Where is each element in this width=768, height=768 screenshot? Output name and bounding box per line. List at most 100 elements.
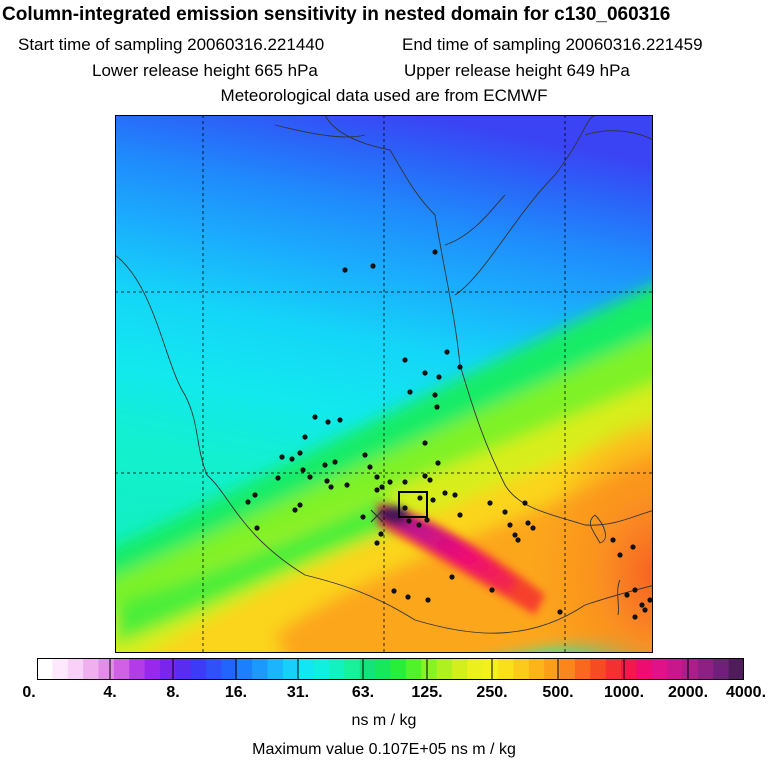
station-dot <box>425 597 431 603</box>
colorbar-tick-label: 63. <box>351 684 375 701</box>
station-dot <box>432 392 438 398</box>
release-box <box>398 491 428 518</box>
met-data-label: Meteorological data used are from ECMWF <box>220 86 548 105</box>
station-dot <box>417 495 423 501</box>
station-dot <box>252 492 258 498</box>
station-dot <box>245 499 251 505</box>
station-dot <box>297 450 303 456</box>
station-dot <box>507 522 513 528</box>
station-dot <box>449 574 455 580</box>
colorbar-tick-label: 31. <box>286 684 310 701</box>
colorbar-cell <box>206 658 223 680</box>
colorbar-cell <box>375 658 392 680</box>
station-dot <box>300 467 306 473</box>
station-dot <box>324 478 330 484</box>
colorbar-cell <box>113 658 130 680</box>
colorbar-cell <box>605 658 622 680</box>
colorbar-tick-label: 125. <box>411 684 443 701</box>
station-dot <box>406 518 412 524</box>
station-dot <box>502 509 508 515</box>
station-dot <box>379 484 385 490</box>
colorbar-cell <box>329 658 345 680</box>
station-dot <box>254 525 260 531</box>
colorbar-cell <box>682 658 699 680</box>
station-dot <box>312 414 318 420</box>
colorbar-cell <box>528 658 545 680</box>
station-dot <box>647 597 653 603</box>
station-dot <box>374 487 380 493</box>
station-dot <box>427 477 433 483</box>
station-dot <box>402 357 408 363</box>
station-dot <box>402 505 408 511</box>
colorbar-tick-label: 2000. <box>667 684 709 701</box>
station-dot <box>434 404 440 410</box>
colorbar-cell <box>513 658 530 680</box>
station-dot <box>522 500 528 506</box>
colorbar-cell <box>236 658 253 680</box>
station-dot <box>275 475 281 481</box>
station-dot <box>342 267 348 273</box>
colorbar-cell <box>728 658 744 680</box>
colorbar-units: ns m / kg <box>351 712 417 729</box>
colorbar-cell <box>252 658 269 680</box>
station-dot <box>374 540 380 546</box>
colorbar-cell <box>359 658 376 680</box>
station-dot <box>489 587 495 593</box>
station-dot <box>557 609 563 615</box>
station-dot <box>325 419 331 425</box>
station-dot <box>639 602 645 608</box>
station-dot <box>530 525 536 531</box>
colorbar-cell <box>313 658 330 680</box>
station-dot <box>344 482 350 488</box>
station-dot <box>512 532 518 538</box>
maximum-value-label: Maximum value 0.107E+05 ns m / kg <box>252 741 516 758</box>
station-dot <box>624 592 630 598</box>
station-dot <box>292 507 298 513</box>
colorbar-cell <box>390 658 407 680</box>
station-dot <box>374 474 380 480</box>
station-dot <box>302 434 308 440</box>
station-dot <box>332 459 338 465</box>
colorbar-cell <box>405 658 422 680</box>
lower-release-label: Lower release height 665 hPa <box>92 61 318 80</box>
colorbar-cell <box>98 658 115 680</box>
colorbar-cell <box>498 658 515 680</box>
colorbar-cell <box>144 658 161 680</box>
station-dot <box>328 484 334 490</box>
end-time-label: End time of sampling 20060316.221459 <box>402 35 703 54</box>
station-dot <box>487 500 493 506</box>
start-time-label: Start time of sampling 20060316.221440 <box>18 35 325 54</box>
sensitivity-map <box>115 115 653 653</box>
station-dot <box>432 249 438 255</box>
station-dot <box>642 607 648 613</box>
colorbar-cell <box>83 658 100 680</box>
colorbar-cell <box>697 658 714 680</box>
colorbar-cell <box>221 658 238 680</box>
station-dot <box>422 440 428 446</box>
station-dot <box>322 462 328 468</box>
station-dot <box>307 474 313 480</box>
station-dot <box>630 544 636 550</box>
colorbar-tick-label: 4. <box>103 684 117 701</box>
colorbar-cell <box>559 658 576 680</box>
station-dot <box>525 520 531 526</box>
colorbar-cell <box>621 658 638 680</box>
colorbar-cell <box>37 658 53 680</box>
colorbar-cell <box>159 658 176 680</box>
colorbar-cell <box>344 658 361 680</box>
colorbar-cell <box>298 658 315 680</box>
colorbar-tick-label: 8. <box>166 684 180 701</box>
colorbar-tick-label: 500. <box>542 684 574 701</box>
station-dot <box>387 479 393 485</box>
colorbar-cell <box>574 658 591 680</box>
station-dot <box>416 522 422 528</box>
colorbar-cell <box>67 658 84 680</box>
colorbar-tick-label: 1000. <box>603 684 645 701</box>
station-dot <box>435 460 441 466</box>
station-dot <box>337 417 343 423</box>
colorbar-cell <box>467 658 484 680</box>
colorbar-cell <box>482 658 499 680</box>
colorbar-cell <box>421 658 438 680</box>
colorbar-cell <box>52 658 69 680</box>
plume <box>377 503 545 615</box>
